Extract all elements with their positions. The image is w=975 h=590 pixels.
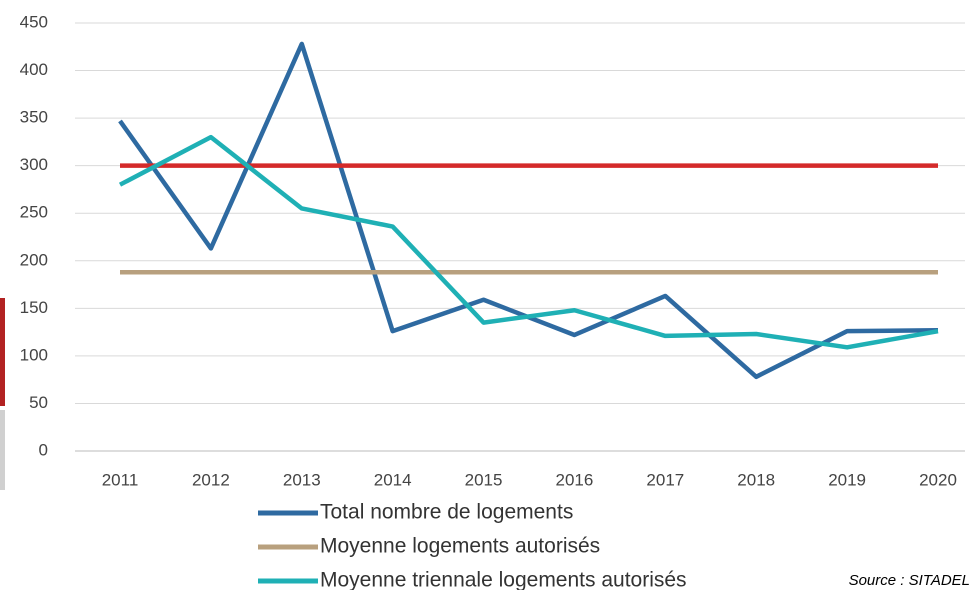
edge-decoration — [0, 298, 5, 406]
y-tick-label: 300 — [20, 155, 48, 174]
y-tick-label: 150 — [20, 298, 48, 317]
series-line — [118, 134, 939, 350]
y-tick-label: 450 — [20, 12, 48, 31]
x-tick-label: 2019 — [828, 470, 866, 489]
x-tick-label: 2015 — [465, 470, 503, 489]
y-tick-label: 50 — [29, 393, 48, 412]
x-tick-label: 2012 — [192, 470, 230, 489]
x-tick-label: 2011 — [102, 470, 139, 489]
x-tick-label: 2018 — [737, 470, 775, 489]
y-tick-label: 250 — [20, 203, 48, 222]
y-tick-label: 0 — [39, 440, 48, 459]
source: Source : SITADEL — [849, 572, 970, 589]
y-tick-label: 350 — [20, 108, 48, 127]
edge-decoration — [0, 410, 5, 490]
legend-label: Moyenne triennale logements autorisés — [320, 569, 687, 590]
y-tick-label: 100 — [20, 345, 48, 364]
legend-label: Total nombre de logements — [320, 501, 573, 524]
y-tick-label: 400 — [20, 60, 48, 79]
x-tick-label: 2014 — [374, 470, 412, 489]
legend-label: Moyenne logements autorisés — [320, 535, 600, 558]
y-tick-label: 200 — [20, 250, 48, 269]
x-tick-label: 2017 — [646, 470, 684, 489]
x-tick-label: 2020 — [919, 470, 957, 489]
series-line — [118, 41, 939, 380]
x-tick-label: 2016 — [556, 470, 594, 489]
x-tick-label: 2013 — [283, 470, 321, 489]
